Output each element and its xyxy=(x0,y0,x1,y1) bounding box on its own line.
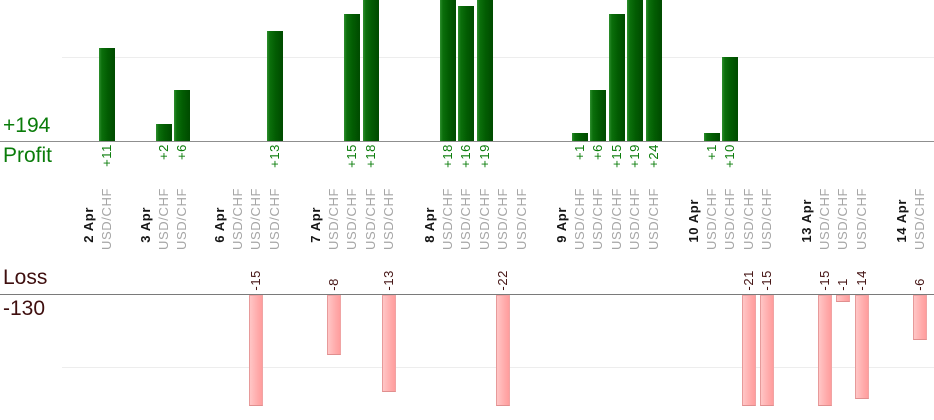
x-axis-symbol-label: USD/CHF xyxy=(230,188,245,250)
profit-total-label: +194 xyxy=(3,114,51,137)
loss-value-label: -15 xyxy=(759,270,774,291)
loss-value-label: -22 xyxy=(495,270,510,291)
loss-value-label: -15 xyxy=(248,270,263,291)
x-axis-symbol-label: USD/CHF xyxy=(854,188,869,250)
x-axis-symbol-label: USD/CHF xyxy=(912,188,927,250)
profit-value-label: +6 xyxy=(174,144,189,161)
profit-value-label: +1 xyxy=(704,144,719,161)
profit-value-label: +2 xyxy=(156,144,171,161)
x-axis-symbol-label: USD/CHF xyxy=(627,188,642,250)
profit-bar xyxy=(440,0,456,141)
profit-gridline xyxy=(62,57,934,58)
x-axis-symbol-label: USD/CHF xyxy=(704,188,719,250)
x-axis-symbol-label: USD/CHF xyxy=(759,188,774,250)
profit-value-label: +19 xyxy=(627,144,642,168)
loss-value-label: -8 xyxy=(326,278,341,291)
x-axis-symbol-label: USD/CHF xyxy=(381,188,396,250)
loss-value-label: -15 xyxy=(817,270,832,291)
profit-bar xyxy=(646,0,662,141)
profit-value-label: +18 xyxy=(363,144,378,168)
loss-bar xyxy=(249,295,263,406)
loss-bar xyxy=(913,295,927,340)
x-axis-symbol-label: USD/CHF xyxy=(609,188,624,250)
x-axis-symbol-label: USD/CHF xyxy=(646,188,661,250)
loss-bar xyxy=(327,295,341,355)
x-axis-date-label: 10 Apr xyxy=(686,199,701,243)
x-axis-symbol-label: USD/CHF xyxy=(267,188,282,250)
profit-value-label: +1 xyxy=(572,144,587,161)
profit-bar xyxy=(627,0,643,141)
profit-bar xyxy=(267,31,283,141)
loss-value-label: -13 xyxy=(381,270,396,291)
profit-bar xyxy=(156,124,172,141)
loss-bar xyxy=(496,295,510,406)
profit-value-label: +16 xyxy=(458,144,473,168)
x-axis-symbol-label: USD/CHF xyxy=(248,188,263,250)
x-axis-date-label: 2 Apr xyxy=(81,207,96,243)
x-axis-date-label: 3 Apr xyxy=(138,207,153,243)
profit-bar xyxy=(363,0,379,141)
x-axis-date-label: 9 Apr xyxy=(554,207,569,243)
profit-value-label: +15 xyxy=(344,144,359,168)
x-axis-symbol-label: USD/CHF xyxy=(344,188,359,250)
profit-bar xyxy=(99,48,115,141)
x-axis-symbol-label: USD/CHF xyxy=(326,188,341,250)
loss-axis-line xyxy=(0,294,934,295)
x-axis-symbol-label: USD/CHF xyxy=(156,188,171,250)
loss-bar xyxy=(760,295,774,406)
x-axis-symbol-label: USD/CHF xyxy=(835,188,850,250)
profit-axis-line xyxy=(0,141,934,142)
x-axis-symbol-label: USD/CHF xyxy=(514,188,529,250)
x-axis-date-label: 13 Apr xyxy=(799,199,814,243)
x-axis-symbol-label: USD/CHF xyxy=(440,188,455,250)
x-axis-date-label: 7 Apr xyxy=(308,207,323,243)
x-axis-date-label: 14 Apr xyxy=(894,199,909,243)
x-axis-symbol-label: USD/CHF xyxy=(363,188,378,250)
profit-bar xyxy=(572,133,588,141)
x-axis-symbol-label: USD/CHF xyxy=(817,188,832,250)
x-axis-symbol-label: USD/CHF xyxy=(572,188,587,250)
profit-bar xyxy=(722,57,738,141)
x-axis-symbol-label: USD/CHF xyxy=(495,188,510,250)
profit-bar xyxy=(609,14,625,141)
profit-value-label: +13 xyxy=(267,144,282,168)
loss-bar xyxy=(818,295,832,406)
loss-axis-label: Loss xyxy=(3,266,48,289)
loss-bar xyxy=(836,295,850,302)
profit-bar xyxy=(458,6,474,141)
loss-value-label: -6 xyxy=(912,278,927,291)
profit-value-label: +6 xyxy=(590,144,605,161)
x-axis-date-label: 8 Apr xyxy=(422,207,437,243)
profit-value-label: +15 xyxy=(609,144,624,168)
x-axis-symbol-label: USD/CHF xyxy=(590,188,605,250)
loss-bar xyxy=(382,295,396,392)
profit-value-label: +11 xyxy=(99,144,114,167)
profit-bar xyxy=(477,0,493,141)
profit-value-label: +18 xyxy=(440,144,455,168)
profit-bar xyxy=(344,14,360,141)
profit-bar xyxy=(174,90,190,141)
x-axis-symbol-label: USD/CHF xyxy=(458,188,473,250)
profit-bar xyxy=(590,90,606,141)
x-axis-date-label: 6 Apr xyxy=(212,207,227,243)
loss-value-label: -14 xyxy=(854,270,869,291)
loss-value-label: -21 xyxy=(741,270,756,291)
profit-value-label: +24 xyxy=(646,144,661,168)
x-axis-symbol-label: USD/CHF xyxy=(174,188,189,250)
loss-value-label: -1 xyxy=(835,278,850,291)
loss-total-label: -130 xyxy=(3,297,46,320)
loss-bar xyxy=(855,295,869,399)
x-axis-symbol-label: USD/CHF xyxy=(99,188,114,250)
x-axis-symbol-label: USD/CHF xyxy=(477,188,492,250)
profit-value-label: +19 xyxy=(477,144,492,168)
loss-bar xyxy=(742,295,756,406)
profit-bar xyxy=(704,133,720,141)
profit-value-label: +10 xyxy=(722,144,737,168)
x-axis-symbol-label: USD/CHF xyxy=(741,188,756,250)
x-axis-symbol-label: USD/CHF xyxy=(722,188,737,250)
profit-axis-label: Profit xyxy=(3,144,53,167)
